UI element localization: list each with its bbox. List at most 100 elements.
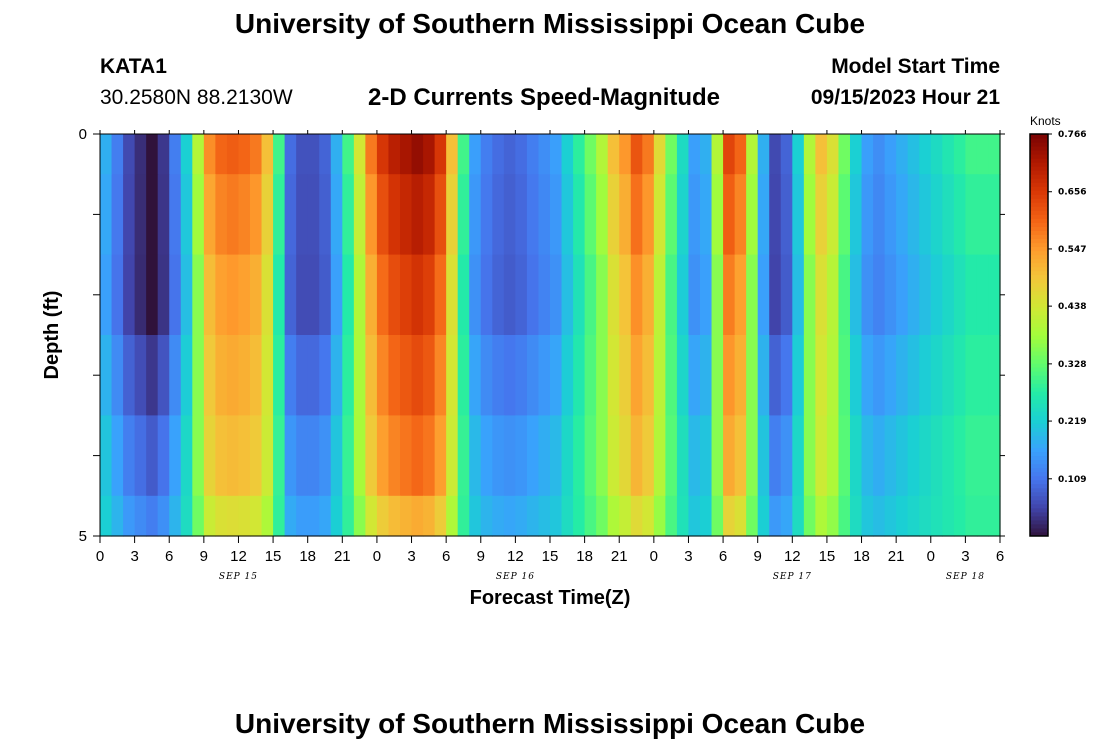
heatmap-cell	[619, 134, 632, 175]
heatmap-cell	[861, 254, 874, 336]
heatmap-cell	[930, 415, 943, 497]
heatmap-cell	[584, 335, 597, 416]
heatmap-cell	[319, 134, 332, 175]
heatmap-cell	[538, 495, 551, 537]
colorbar-segment	[1030, 166, 1048, 171]
heatmap-cell	[757, 335, 770, 416]
heatmap-cell	[330, 335, 343, 416]
heatmap-cell	[838, 174, 851, 256]
heatmap-cell	[596, 415, 609, 497]
colorbar-segment	[1030, 419, 1048, 424]
colorbar-segment	[1030, 146, 1048, 151]
heatmap-cell	[296, 415, 309, 497]
heatmap-cell	[803, 415, 816, 497]
heatmap-cell	[815, 174, 828, 256]
heatmap-cell	[919, 415, 932, 497]
x-tick-label: 9	[477, 548, 485, 565]
x-tick-label: 15	[265, 548, 282, 565]
heatmap-cell	[676, 335, 690, 416]
colorbar-segment	[1030, 306, 1048, 312]
heatmap-cell	[365, 335, 378, 416]
heatmap-cell	[457, 415, 470, 497]
heatmap-cell	[803, 254, 816, 336]
x-date-label: SEP 15	[219, 572, 258, 582]
heatmap-cell	[734, 174, 747, 256]
heatmap-cell	[296, 495, 309, 537]
heatmap-cell	[192, 495, 205, 537]
colorbar-segment	[1030, 226, 1048, 231]
heatmap-cell	[330, 415, 343, 497]
heatmap-cell	[642, 335, 655, 416]
heatmap-cell	[215, 415, 228, 497]
heatmap-cell	[873, 415, 886, 497]
colorbar-segment	[1030, 447, 1048, 453]
heatmap-cell	[976, 415, 990, 497]
heatmap-cell	[630, 134, 643, 175]
heatmap-cell	[976, 495, 990, 537]
heatmap-cell	[515, 335, 528, 416]
station-id: KATA1	[100, 55, 167, 78]
heatmap-cell	[319, 415, 332, 497]
heatmap-cell	[492, 174, 505, 256]
heatmap-cell	[376, 335, 390, 416]
heatmap-cell	[757, 254, 770, 336]
heatmap-cell	[930, 495, 943, 537]
colorbar-segment	[1030, 391, 1048, 396]
heatmap-cell	[642, 174, 655, 256]
heatmap-cell	[780, 134, 793, 175]
heatmap-cell	[180, 174, 193, 256]
heatmap-cell	[434, 415, 447, 497]
heatmap-cell	[180, 254, 193, 336]
heatmap-cell	[353, 174, 366, 256]
colorbar-segment	[1030, 282, 1048, 288]
heatmap-cell	[642, 134, 655, 175]
colorbar-segment	[1030, 214, 1048, 219]
colorbar-segment	[1030, 158, 1048, 163]
heatmap-cell	[123, 415, 136, 497]
heatmap-cell	[919, 335, 932, 416]
heatmap-cell	[134, 415, 147, 497]
heatmap-cell	[965, 335, 978, 416]
heatmap-cell	[261, 415, 274, 497]
heatmap-cell	[561, 335, 574, 416]
colorbar-segment	[1030, 134, 1048, 139]
heatmap-cell	[584, 495, 597, 537]
heatmap-cell	[134, 254, 147, 336]
heatmap-cell	[953, 174, 966, 256]
heatmap-cell	[815, 134, 828, 175]
heatmap-cell	[480, 415, 493, 497]
heatmap-cell	[111, 415, 124, 497]
heatmap-cell	[376, 174, 390, 256]
heatmap-cell	[746, 134, 759, 175]
heatmap-cell	[376, 254, 390, 336]
heatmap-cell	[861, 415, 874, 497]
x-tick-label: 3	[407, 548, 415, 565]
colorbar-segment	[1030, 531, 1048, 537]
colorbar-segment	[1030, 411, 1048, 416]
heatmap-cell	[365, 174, 378, 256]
colorbar: 0.109 0.219 0.328 0.438 0.547 0.656 0.766	[1029, 130, 1086, 537]
heatmap-cell	[607, 415, 620, 497]
heatmap-cell	[630, 415, 643, 497]
heatmap-cell	[561, 134, 574, 175]
heatmap-cell	[861, 134, 874, 175]
colorbar-segment	[1030, 290, 1048, 296]
colorbar-segment	[1030, 202, 1048, 207]
heatmap-cell	[653, 254, 666, 336]
heatmap-cell	[157, 415, 170, 497]
heatmap-cell	[919, 174, 932, 256]
x-tick-label: 21	[611, 548, 628, 565]
colorbar-segment	[1030, 379, 1048, 384]
heatmap-cell	[284, 174, 297, 256]
heatmap-cell	[307, 134, 320, 175]
heatmap-cell	[411, 174, 424, 256]
colorbar-tick-label: 0.547	[1058, 245, 1086, 255]
colorbar-segment	[1030, 443, 1048, 449]
heatmap-cell	[411, 134, 424, 175]
colorbar-segment	[1030, 254, 1048, 260]
x-tick-label: 12	[507, 548, 524, 565]
heatmap-cell	[400, 415, 413, 497]
heatmap-cell	[469, 415, 482, 497]
heatmap-cell	[203, 415, 216, 497]
heatmap-cell	[907, 415, 920, 497]
